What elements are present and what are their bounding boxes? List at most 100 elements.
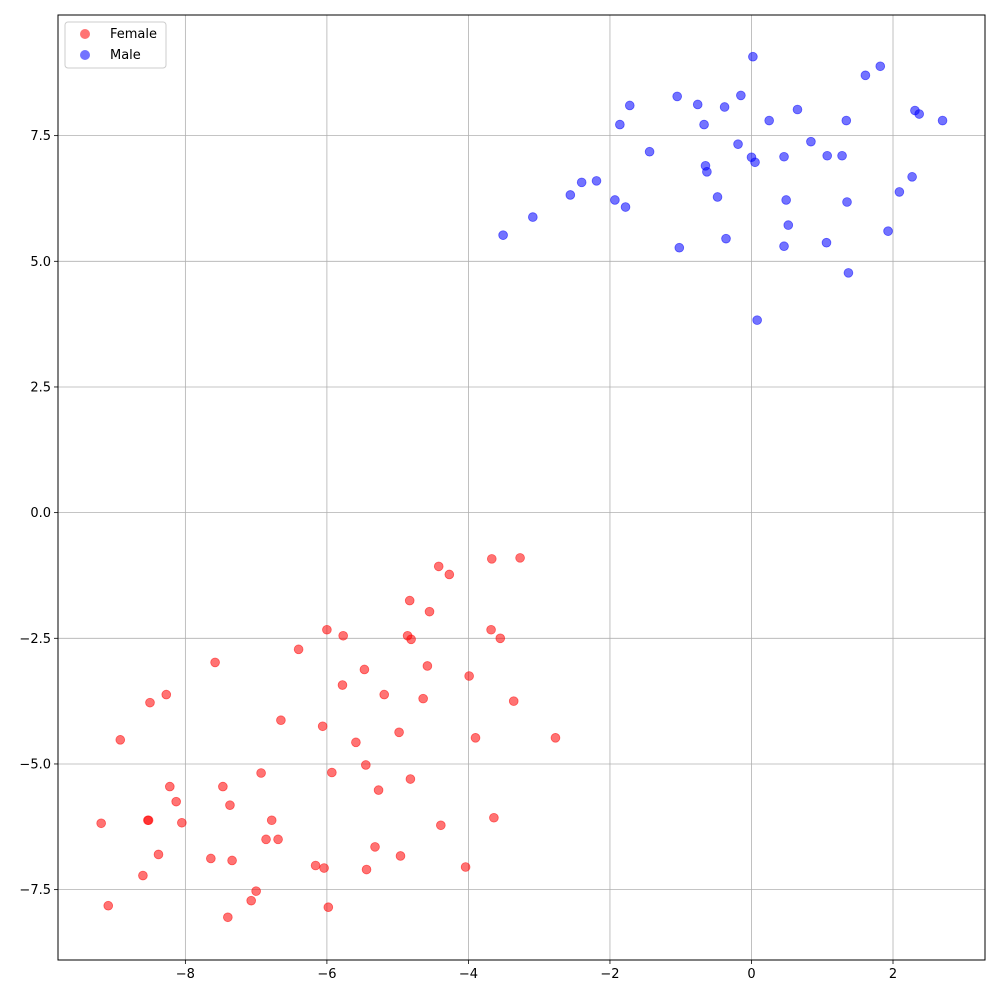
point-male: [837, 150, 847, 161]
point-female: [394, 727, 404, 738]
point-male: [792, 104, 803, 115]
point-female: [515, 553, 525, 563]
legend-label-female: Female: [110, 27, 157, 42]
point-male: [860, 70, 871, 81]
point-female: [361, 864, 372, 875]
point-male: [576, 177, 587, 188]
point-female: [486, 554, 497, 564]
x-tick-label: −2: [600, 967, 619, 982]
point-male: [699, 119, 709, 130]
legend-box: [64, 21, 167, 69]
point-female: [319, 863, 329, 873]
point-female: [405, 774, 416, 784]
point-female: [103, 900, 114, 911]
point-female: [251, 886, 261, 896]
y-axis: −7.5 −5.0 −2.5 0.0 2.5 5.0 7.5: [19, 129, 58, 898]
point-male: [843, 268, 854, 278]
point-male: [721, 233, 731, 244]
point-female: [486, 624, 496, 635]
point-female: [464, 671, 474, 681]
point-female: [508, 696, 519, 706]
data-points: [96, 51, 948, 923]
point-female: [145, 697, 155, 708]
point-female: [161, 689, 172, 700]
point-male: [779, 241, 789, 252]
point-female: [322, 624, 332, 635]
point-female: [489, 812, 499, 823]
point-male: [736, 90, 746, 101]
point-male: [806, 136, 816, 147]
point-male: [610, 195, 620, 205]
point-male: [752, 315, 762, 325]
point-male: [702, 167, 712, 177]
point-female: [550, 733, 561, 743]
point-male: [764, 115, 774, 126]
point-female: [422, 661, 433, 671]
point-female: [165, 781, 175, 792]
legend-marker-female: [80, 29, 90, 39]
point-female: [323, 902, 334, 913]
point-female: [337, 680, 348, 690]
point-female: [359, 664, 370, 675]
point-female: [223, 912, 233, 923]
point-male: [842, 197, 852, 207]
y-tick-label: 2.5: [30, 380, 51, 395]
point-female: [266, 815, 277, 826]
point-male: [674, 242, 685, 253]
point-male: [883, 226, 893, 236]
point-female: [436, 820, 446, 831]
point-female: [327, 767, 337, 778]
point-male: [894, 187, 905, 197]
point-female: [96, 818, 106, 829]
point-female: [138, 870, 148, 881]
point-female: [395, 851, 406, 861]
point-female: [210, 657, 220, 668]
y-tick-label: 7.5: [30, 129, 51, 144]
point-female: [227, 855, 237, 866]
point-male: [783, 220, 794, 230]
point-female: [171, 796, 181, 807]
point-male: [937, 115, 948, 126]
point-male: [692, 99, 703, 110]
point-female: [115, 735, 126, 745]
point-male: [624, 100, 635, 111]
point-male: [672, 91, 682, 102]
x-tick-label: −6: [317, 967, 336, 982]
point-female: [406, 634, 416, 645]
point-female: [370, 842, 380, 852]
point-female: [293, 644, 304, 655]
point-female: [373, 785, 384, 795]
point-female: [424, 606, 435, 617]
point-female: [177, 817, 187, 828]
grid: [58, 15, 985, 960]
point-female: [256, 768, 266, 778]
point-female: [261, 834, 271, 845]
point-male: [712, 192, 723, 202]
y-tick-label: 5.0: [30, 255, 51, 270]
plot-frame: [57, 14, 986, 961]
point-male: [565, 190, 576, 200]
x-tick-label: −4: [459, 967, 478, 982]
y-tick-label: −5.0: [19, 757, 51, 772]
point-male: [748, 51, 758, 62]
x-tick-label: −8: [176, 967, 195, 982]
point-male: [821, 237, 832, 248]
point-male: [875, 61, 886, 72]
point-male: [733, 139, 743, 149]
point-female: [444, 569, 455, 580]
point-female: [310, 860, 321, 871]
point-male: [914, 109, 924, 119]
point-male: [779, 151, 789, 162]
x-axis: −8 −6 −4 −2 0 2: [176, 960, 897, 982]
point-female: [225, 800, 235, 810]
point-female: [404, 595, 415, 606]
point-male: [528, 212, 538, 222]
point-female: [317, 721, 328, 732]
x-tick-label: 2: [889, 967, 897, 982]
point-male: [644, 146, 655, 157]
point-male: [750, 157, 760, 168]
point-female: [460, 862, 471, 872]
y-tick-label: 0.0: [30, 506, 51, 521]
point-female: [338, 630, 348, 641]
